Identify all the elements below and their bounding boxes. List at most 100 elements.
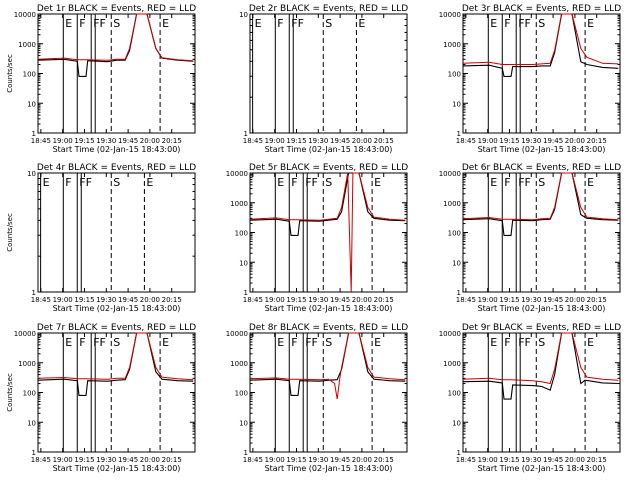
- y-tick-label: 10: [239, 419, 248, 427]
- series-lld-line: [249, 332, 406, 400]
- x-tick-label: 19:15: [286, 456, 306, 464]
- panel-title: Det 7r BLACK = Events, RED = LLD: [37, 323, 196, 333]
- panel-det-8r: Det 8r BLACK = Events, RED = LLD 1 10 100 10…: [226, 323, 408, 473]
- x-tick-label: 18:45: [456, 296, 476, 304]
- panel-title: Det 6r BLACK = Events, RED = LLD: [462, 163, 621, 173]
- y-tick-label: 1: [244, 289, 248, 297]
- x-tick-label: 20:00: [140, 296, 160, 304]
- marker-label: E: [490, 336, 497, 349]
- y-tick-label: 1: [244, 130, 248, 138]
- panel-title: Det 3r BLACK = Events, RED = LLD: [462, 4, 621, 14]
- y-tick-label: 10: [27, 100, 36, 108]
- marker-label: FF: [291, 17, 304, 30]
- marker-label: F: [79, 17, 85, 30]
- marker-label: FF: [305, 336, 318, 349]
- plot-frame: [37, 13, 196, 134]
- y-axis-label: Counts/sec: [6, 373, 14, 412]
- marker-label: S: [325, 176, 332, 189]
- x-tick-label: 19:45: [330, 456, 350, 464]
- marker-label: E: [146, 176, 153, 189]
- marker-label: FF: [93, 336, 106, 349]
- series-lld-line: [37, 332, 194, 381]
- x-tick-label: 20:15: [587, 296, 607, 304]
- x-tick-label: 20:15: [162, 296, 182, 304]
- y-tick-label: 1: [32, 130, 36, 138]
- plot-frame: [249, 332, 408, 453]
- marker-label: E: [162, 17, 169, 30]
- panel-det-2r: Det 2r BLACK = Events, RED = LLD 1 10 18:45…: [239, 4, 408, 154]
- marker-label: S: [538, 17, 545, 30]
- marker-label: E: [277, 336, 284, 349]
- panel-title: Det 2r BLACK = Events, RED = LLD: [249, 4, 408, 14]
- y-tick-label: 1: [32, 449, 36, 457]
- marker-label: S: [113, 17, 120, 30]
- y-tick-label: 10000: [439, 330, 461, 338]
- panel-det-9r: Det 9r BLACK = Events, RED = LLD 1 10 100 10…: [439, 323, 621, 473]
- x-tick-label: 20:15: [587, 456, 607, 464]
- marker-label: E: [587, 336, 594, 349]
- x-tick-label: 20:00: [565, 137, 585, 145]
- y-tick-label: 100: [448, 230, 461, 238]
- y-tick-label: 10: [27, 419, 36, 427]
- panel-det-3r: Det 3r BLACK = Events, RED = LLD 1 10 100 10…: [439, 4, 621, 154]
- plot-frame: [37, 332, 196, 453]
- y-tick-label: 100: [448, 71, 461, 79]
- panel-title: Det 4r BLACK = Events, RED = LLD: [37, 163, 196, 173]
- x-tick-label: 19:00: [53, 456, 73, 464]
- y-tick-label: 1: [457, 289, 461, 297]
- y-tick-label: 10000: [14, 330, 36, 338]
- marker-label: FF: [518, 336, 531, 349]
- marker-label: F: [65, 176, 71, 189]
- marker-label: E: [65, 17, 72, 30]
- plot-frame: [462, 172, 621, 293]
- y-tick-label: 1000: [443, 360, 461, 368]
- x-tick-label: 19:45: [330, 296, 350, 304]
- x-tick-label: 19:00: [478, 137, 498, 145]
- marker-label: S: [538, 336, 545, 349]
- y-tick-label: 1: [32, 289, 36, 297]
- x-tick-label: 19:45: [118, 296, 138, 304]
- panel-det-1r: Det 1r BLACK = Events, RED = LLD 1 10 100 10…: [6, 4, 196, 154]
- x-tick-label: 19:15: [74, 137, 94, 145]
- x-tick-label: 20:15: [374, 137, 394, 145]
- x-tick-label: 19:15: [499, 456, 519, 464]
- x-tick-label: 18:45: [243, 137, 263, 145]
- x-axis-label: Start Time (02-Jan-15 18:43:00): [265, 304, 393, 313]
- x-tick-label: 19:45: [543, 296, 563, 304]
- plot-frame: [37, 172, 196, 293]
- y-tick-label: 10: [239, 259, 248, 267]
- y-tick-label: 10: [452, 100, 461, 108]
- y-tick-label: 10000: [226, 330, 248, 338]
- marker-label: S: [325, 336, 332, 349]
- x-tick-label: 20:00: [140, 137, 160, 145]
- x-tick-label: 20:15: [374, 296, 394, 304]
- y-tick-label: 100: [235, 230, 248, 238]
- marker-label: E: [587, 17, 594, 30]
- x-tick-label: 19:30: [308, 137, 328, 145]
- x-tick-label: 19:00: [53, 137, 73, 145]
- panel-title: Det 1r BLACK = Events, RED = LLD: [37, 4, 196, 14]
- x-tick-label: 20:15: [162, 456, 182, 464]
- panel-title: Det 8r BLACK = Events, RED = LLD: [249, 323, 408, 333]
- marker-label: F: [504, 17, 510, 30]
- x-tick-label: 19:30: [96, 296, 116, 304]
- marker-label: E: [490, 17, 497, 30]
- x-tick-label: 19:30: [308, 456, 328, 464]
- y-tick-label: 100: [448, 390, 461, 398]
- x-axis-label: Start Time (02-Jan-15 18:43:00): [265, 145, 393, 154]
- marker-label: E: [358, 17, 365, 30]
- y-tick-label: 1: [457, 449, 461, 457]
- marker-label: FF: [305, 176, 318, 189]
- marker-label: E: [490, 176, 497, 189]
- y-tick-label: 1000: [230, 360, 248, 368]
- x-tick-label: 19:30: [521, 296, 541, 304]
- marker-label: F: [291, 336, 297, 349]
- series-events-line: [37, 332, 194, 396]
- marker-label: S: [113, 336, 120, 349]
- x-tick-label: 19:00: [53, 296, 73, 304]
- y-tick-label: 10000: [439, 11, 461, 19]
- marker-label: FF: [93, 17, 106, 30]
- plot-frame: [462, 332, 621, 453]
- x-tick-label: 18:45: [456, 137, 476, 145]
